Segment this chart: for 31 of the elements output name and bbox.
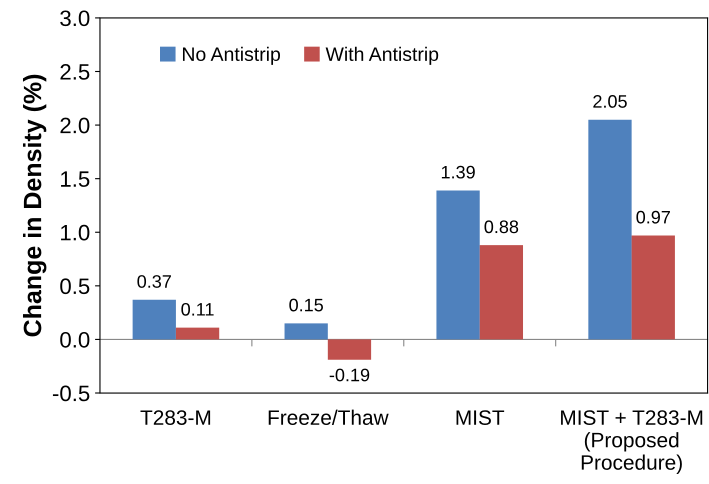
bar (176, 328, 220, 340)
bar (632, 235, 675, 340)
bar (328, 339, 372, 360)
y-tick-label: 3.0 (60, 10, 90, 26)
y-tick-label: 1.0 (61, 224, 90, 241)
legend-label: With Antistrip (326, 46, 438, 65)
data-label: 1.39 (442, 166, 475, 179)
y-tick-label: 2.5 (60, 64, 90, 80)
data-label: 0.11 (181, 302, 214, 316)
legend-label: No Antistrip (182, 46, 280, 65)
bar (436, 190, 480, 340)
bar (588, 120, 632, 340)
x-tick-label: Freeze/Thaw (268, 410, 389, 425)
bar (284, 323, 328, 340)
y-axis-title: Change in Density (%) (22, 74, 46, 336)
y-tick-label: -0.5 (52, 386, 90, 402)
x-tick-label: MIST (456, 410, 504, 425)
y-tick-label: 2.0 (60, 118, 90, 134)
y-tick-label: 0.5 (60, 278, 90, 294)
data-label: 0.37 (137, 275, 171, 288)
bar (480, 245, 524, 340)
x-tick-label: T283-M (140, 410, 210, 425)
data-label: 0.88 (484, 220, 518, 234)
bar (132, 300, 176, 340)
data-label: -0.19 (330, 368, 370, 382)
data-label: 0.97 (636, 210, 670, 224)
y-tick-label: 1.5 (61, 171, 90, 187)
data-label: 0.15 (289, 298, 323, 312)
data-label: 2.05 (593, 95, 627, 108)
y-tick-label: 0.0 (60, 332, 90, 348)
x-tick-label: MIST + T283-M (Proposed Procedure) (561, 410, 702, 474)
